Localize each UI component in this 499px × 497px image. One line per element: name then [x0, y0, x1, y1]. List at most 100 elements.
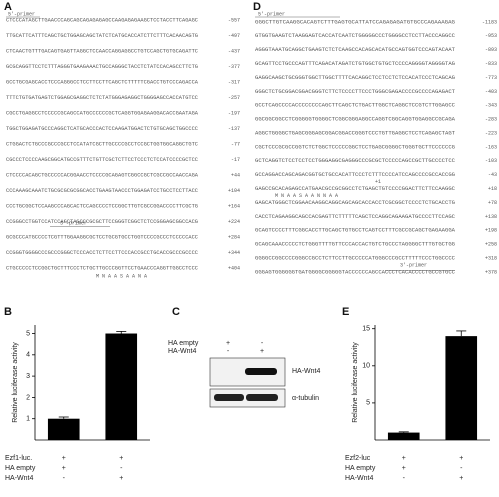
bar: [387, 432, 420, 440]
position: -77: [231, 141, 240, 147]
condition-label: HA-Wnt4: [345, 475, 374, 482]
band-label: α-tubulin: [292, 395, 319, 402]
y-axis-label: Relative luciferase activity: [352, 342, 359, 423]
position: -43: [488, 172, 497, 178]
sequence-line: CGCTCCCGCGCCGGTCTCTGGCTCCCCCGGCTCCTGAGCG…: [255, 144, 455, 150]
sequence-line: CCCAAAGCAAATCTGCGCGCGCGGCACCTGAAGTAACCCT…: [6, 188, 198, 194]
position: -403: [485, 89, 497, 95]
sequence-line: GCAGTTCCTGCCCAGTTTCAGACATAGATCTGTGGCTGTG…: [255, 61, 455, 67]
sequence-line: CGCCTGAGGCCTCCCCCGCAGCCATGCCCCCCGCTCAGGT…: [6, 110, 198, 116]
sequence-line: GCAGCAAACCCCCTCTGGGTTTTGTTCCCACCACTGTCTG…: [255, 242, 455, 248]
sequence-line: GCGCCCATGCCCCTCGTTTGGAAGGCGCTCCTGCGTGCCT…: [6, 234, 198, 240]
primer-label: 5'-primer: [8, 11, 35, 17]
condition-sign: +: [402, 455, 406, 462]
sequence-line: CTCCCATAGCTTGAACCCAGCAGCAGAGAGAGCCAAGAGA…: [6, 17, 198, 23]
y-tick-label: 15: [362, 326, 370, 333]
band: [214, 394, 244, 401]
position: +224: [228, 219, 240, 225]
condition-sign: -: [261, 340, 264, 347]
position: +258: [485, 242, 497, 248]
band: [245, 368, 277, 375]
y-tick-label: 3: [26, 373, 30, 380]
amino-acids: M N A A S A A N N A A: [275, 193, 338, 199]
position: -197: [228, 110, 240, 116]
sequence-line: AGGCTGGGGCTGAGCGGGAGCGGACGGACCGGGTCCCTGT…: [255, 130, 455, 136]
position: -283: [485, 117, 497, 123]
position: -833: [485, 61, 497, 67]
sequence-line: CCGGGCCTGGTCCATCCAGCTAGCCCGCGCTTCCGGGTCG…: [6, 219, 198, 225]
panel-label: A: [4, 1, 12, 13]
amino-acids: M N A A S A A N A: [96, 273, 147, 279]
panel-label: E: [342, 306, 349, 318]
band-label: HA-Wnt4: [292, 368, 321, 375]
position: -103: [485, 158, 497, 164]
band: [246, 394, 278, 401]
position: +318: [485, 255, 497, 261]
position: -773: [485, 75, 497, 81]
sequence-line: AGGGTAAATGCAGGCTGAAGTCTCTCAAGCCACAGCACAT…: [255, 47, 455, 53]
position: +164: [228, 203, 240, 209]
position: -317: [228, 79, 240, 85]
condition-sign: +: [459, 455, 463, 462]
y-tick-label: 1: [26, 416, 30, 423]
position: -137: [228, 126, 240, 132]
sequence-line: GAGCCGCACAGAGCCATGAACGCCGCGGCCTCTGAGCTGT…: [255, 186, 455, 192]
condition-sign: +: [226, 340, 230, 347]
condition-sign: +: [119, 455, 123, 462]
position: -953: [485, 33, 497, 39]
position: -893: [485, 47, 497, 53]
position: -163: [485, 144, 497, 150]
condition-label: Ezf1-luc.: [5, 455, 32, 462]
sequence-line: CGCCCTCCCCAAGCGGCATGCCGTTTCTGTTCGCTCTTCC…: [6, 157, 198, 163]
position: -257: [228, 95, 240, 101]
sequence-line: CTCAACTGTTTGACAGTGAGTTAGGCTCCAACCAGGAGGC…: [6, 48, 198, 54]
position: +78: [488, 200, 497, 206]
sequence-line: TGGCTGGAGATGCCCAGGCTCATGCACCCACTCCAAGATG…: [6, 126, 198, 132]
sequence-line: GCTCAGGTCTCCTCCTCCTGGGAGGCGAGGGCCCGCGCTC…: [255, 158, 455, 164]
condition-sign: +: [459, 475, 463, 482]
bar: [47, 418, 80, 440]
sequence-line: CTGGACTCTGCCCGCCCGCCTCCATATCGCTTGCCCCGCC…: [6, 141, 198, 147]
position: -377: [228, 64, 240, 70]
sequence-line: CTCCCCACAGCTGCCCCCACGGAACCTCCCCGCAGAGTCG…: [6, 172, 198, 178]
sequence-line: GAGCATGGGCTCGGAACAAGGCAGGCAGCAGCACCACCTC…: [255, 200, 455, 206]
bar: [445, 336, 478, 440]
y-tick-label: 2: [26, 394, 30, 401]
sequence-line: GCCTGCGAGCACCTCCCAGGGCCTCCTTCCTTCAGCTCTT…: [6, 79, 198, 85]
sequence-line: GCCTCAGCCCCACCCCCCCCAGCTTCAGCTCTGACTTGGC…: [255, 103, 455, 109]
position: +104: [228, 188, 240, 194]
condition-sign: +: [62, 455, 66, 462]
panel-label: B: [4, 306, 12, 318]
y-tick-label: 5: [366, 400, 370, 407]
y-tick-label: 4: [26, 352, 30, 359]
condition-sign: +: [119, 475, 123, 482]
position: +44: [231, 172, 240, 178]
panel-label: C: [172, 306, 180, 318]
sequence-line: GGGAGTGGGGGGTGATGGGGCGGGGGTACCCCCCAGCCAC…: [255, 269, 455, 275]
position: -497: [228, 33, 240, 39]
primer-label: 3'-primer: [60, 221, 87, 227]
primer-label: 5'-primer: [258, 11, 285, 17]
primer-label: 3'-primer: [400, 262, 427, 268]
position: -343: [485, 103, 497, 109]
condition-label: HA empty: [345, 465, 376, 472]
sequence-line: TTGCATTCATTTCAGCTGCTGGAGCAGCTATCTCATGCAC…: [6, 33, 198, 39]
condition-sign: -: [120, 465, 123, 472]
position: +284: [228, 234, 240, 240]
condition-sign: +: [62, 465, 66, 472]
condition-label: HA empty: [5, 465, 36, 472]
start-site: +1: [375, 179, 381, 185]
condition-sign: +: [260, 348, 264, 355]
position: -437: [228, 48, 240, 54]
position: +198: [485, 228, 497, 234]
position: -223: [485, 130, 497, 136]
y-axis-label: Relative luciferase activity: [12, 342, 19, 423]
position: -557: [228, 17, 240, 23]
position: -17: [231, 157, 240, 163]
position: +404: [228, 265, 240, 271]
condition-label: HA-Wnt4: [5, 475, 34, 482]
sequence-line: GGGCTCTGCGGACGGACGGGTCTTCTCCCCTTCCCTGGGC…: [255, 89, 455, 95]
condition-sign: -: [403, 475, 406, 482]
sequence-line: GAGGCAAGCTGCGGGTGGCTTGGCTTTTCACAGGCTCCTC…: [255, 75, 455, 81]
